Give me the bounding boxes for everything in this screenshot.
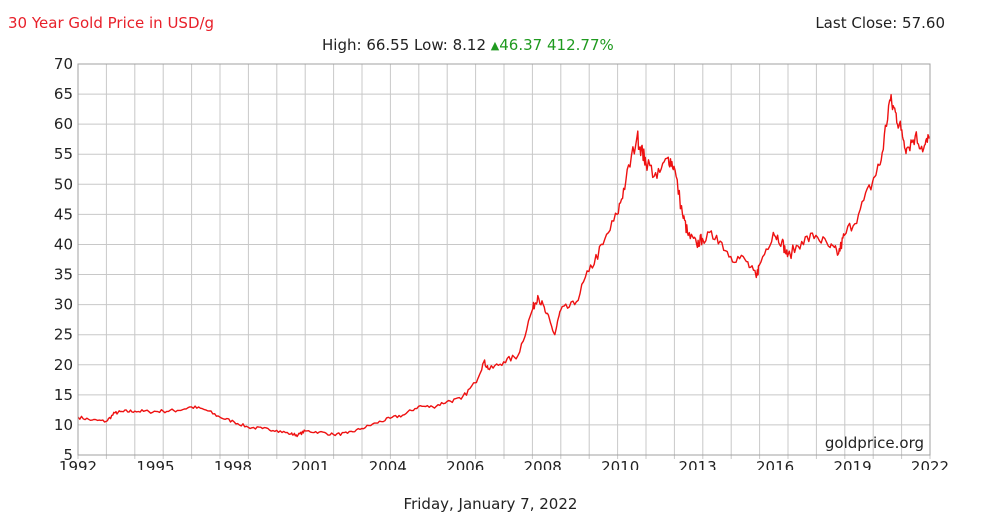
chart-title: 30 Year Gold Price in USD/g [8, 14, 215, 32]
y-axis-ticks: 5 10 15 20 25 30 35 40 45 50 55 60 65 70 [54, 55, 73, 464]
x-tick-label: 1998 [214, 458, 252, 470]
y-tick-label: 35 [54, 266, 73, 284]
footer-date: Friday, January 7, 2022 [403, 495, 578, 513]
price-chart: 5 10 15 20 25 30 35 40 45 50 55 60 65 70 1992 1995 1998… [54, 55, 949, 470]
x-tick-label: 2016 [756, 458, 794, 470]
y-tick-label: 65 [54, 85, 73, 103]
y-tick-label: 25 [54, 326, 73, 344]
x-tick-label: 1995 [136, 458, 174, 470]
change-value: 46.37 [499, 36, 543, 54]
last-close-value: 57.60 [902, 14, 945, 32]
y-tick-label: 5 [63, 446, 73, 464]
low-value: 8.12 [452, 36, 487, 54]
y-tick-label: 55 [54, 145, 73, 163]
low-label: Low: [414, 36, 448, 54]
last-close-label: Last Close: [815, 14, 898, 32]
grid [77, 63, 931, 459]
x-tick-label: 2010 [601, 458, 639, 470]
plot-frame [77, 63, 931, 456]
x-tick-label: 2019 [833, 458, 871, 470]
x-tick-label: 2004 [369, 458, 407, 470]
y-tick-label: 10 [54, 416, 73, 434]
y-tick-label: 15 [54, 386, 73, 404]
x-tick-label: 2006 [446, 458, 484, 470]
y-tick-label: 40 [54, 235, 73, 253]
y-tick-label: 30 [54, 296, 73, 314]
change-percent: 412.77% [547, 36, 614, 54]
price-line [77, 93, 931, 438]
x-tick-label: 2013 [679, 458, 717, 470]
x-tick-label: 2008 [524, 458, 562, 470]
x-tick-label: 1992 [59, 458, 97, 470]
x-axis-ticks: 1992 1995 1998 2001 2004 2006 2008 2010 2013 2016… [59, 458, 949, 470]
watermark: goldprice.org [825, 434, 924, 452]
y-tick-label: 45 [54, 205, 73, 223]
y-tick-label: 20 [54, 356, 73, 374]
high-value: 66.55 [366, 36, 410, 54]
x-tick-label: 2001 [291, 458, 329, 470]
y-tick-label: 70 [54, 55, 73, 73]
high-low-stats: High: 66.55 Low: 8.12 ▲46.37 412.77% [322, 36, 614, 54]
last-close: Last Close: 57.60 [815, 14, 945, 32]
up-arrow-icon: ▲ [490, 39, 500, 52]
y-tick-label: 60 [54, 115, 73, 133]
y-tick-label: 50 [54, 175, 73, 193]
x-tick-label: 2022 [911, 458, 949, 470]
high-label: High: [322, 36, 362, 54]
